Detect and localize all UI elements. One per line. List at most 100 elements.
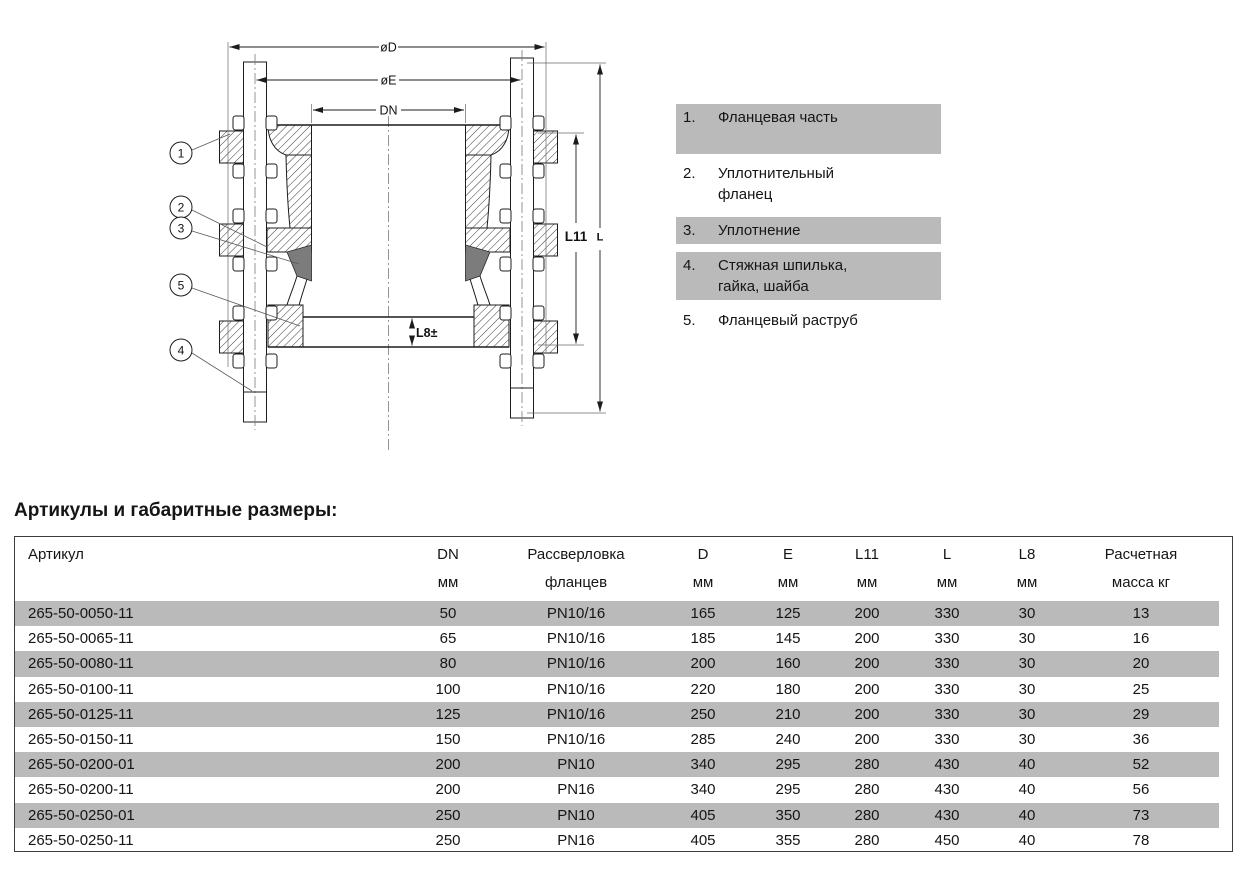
callout-1-number: 1 [178,147,185,161]
table-cell: 145 [775,630,801,648]
table-cell: 13 [1132,605,1150,622]
table-cell: 295 [775,756,801,774]
column-header-3: Рассверловка фланцев [527,546,625,591]
table-cell: 330 [934,605,960,622]
table-cell: 25 [1132,680,1150,698]
dim-label-l8: L8± [416,326,438,340]
dimension-l: L [527,62,606,414]
legend-item-5: 5. Фланцевый раструб [676,307,941,334]
table-cell: 280 [854,806,880,824]
column-header-2: DN мм [437,546,459,591]
table-row-10: 265-50-0250-11 250 PN16 405 355 280 450 40 78 [15,828,1219,853]
table-cell: 430 [934,806,960,824]
table-cell: PN10 [557,756,595,774]
table-cell: 200 [435,756,461,774]
legend-item-2: 2. Уплотнительный фланец [676,160,941,208]
table-cell: 30 [1018,605,1036,622]
table-cell: 200 [854,605,880,622]
table-cell: 56 [1132,781,1150,799]
legend-item-3: 3. Уплотнение [676,217,941,244]
table-cell: 350 [775,806,801,824]
table-row-1: 265-50-0050-11 50 PN10/16 165 125 200 330 30 13 [15,601,1219,627]
dim-label-l11: L11 [565,229,588,244]
callout-3-number: 3 [178,222,185,236]
table-cell: 52 [1132,756,1150,774]
table-cell: 29 [1132,705,1150,723]
table-cell: PN10/16 [546,730,606,748]
table-row-4: 265-50-0100-11 100 PN10/16 220 180 200 330 30 25 [15,677,1219,702]
callout-5-number: 5 [178,279,185,293]
legend-item-number: 2. [683,165,696,182]
table-cell: 405 [690,831,716,849]
socket-bell [267,275,510,348]
dimension-dn: DN [311,104,466,123]
callout-4-circle [169,338,193,362]
flange-part [267,124,510,229]
dimension-l11: L11 [538,132,588,346]
table-cell: 40 [1018,831,1036,849]
table-cell: 30 [1018,705,1036,723]
tie-stud-left [243,54,267,430]
table-cell: 265-50-0200-01 [28,756,135,774]
table-cell: PN10 [557,806,595,824]
legend: 1. Фланцевая часть 2. Уплотнительный фланец… [676,104,941,341]
column-header-9: Расчетная масса кг [1104,546,1178,591]
column-header-6: L11 мм [855,546,879,591]
table-cell: 285 [690,730,716,748]
table-cell: 265-50-0200-11 [28,781,134,799]
table-cell: 65 [439,630,457,648]
table-cell: 280 [854,831,880,849]
table-cell: 30 [1018,680,1036,698]
legend-item-4: 4. Стяжная шпилька, гайка, шайба [676,252,941,300]
table-cell: PN10/16 [546,630,606,648]
dimension-l8: L8± [409,318,438,346]
legend-item-label: Уплотнение [718,222,801,239]
table-cell: 125 [435,705,461,723]
callouts: 1 2 3 5 4 [169,133,301,392]
table-cell: 36 [1132,730,1150,748]
table-cell: PN16 [557,831,595,849]
table-cell: 200 [854,680,880,698]
table-cell: 210 [775,705,801,723]
seal [286,244,491,282]
table-cell: 125 [775,605,801,622]
table-cell: PN10/16 [546,680,606,698]
table-cell: 200 [854,655,880,673]
table-cell: 265-50-0125-11 [28,705,134,723]
table-cell: 330 [934,630,960,648]
table-cell: 355 [775,831,801,849]
legend-item-number: 4. [683,257,696,274]
legend-item-1: 1. Фланцевая часть [676,104,941,154]
table-cell: 200 [690,655,716,673]
legend-item-number: 1. [683,109,696,126]
table-cell: 73 [1132,806,1150,824]
table-cell: 30 [1018,655,1036,673]
tie-stud-right [510,50,534,426]
table-cell: 265-50-0250-01 [28,806,135,824]
callout-3-circle [169,216,193,240]
dimension-od: øD [227,41,547,367]
table-cell: 450 [934,831,960,849]
dim-label-l: L [597,232,604,244]
table-cell: 265-50-0100-11 [28,680,134,698]
column-header-1: Артикул [28,546,84,563]
dimension-oe: øE [256,74,521,88]
legend-item-number: 5. [683,312,696,329]
table-row-6: 265-50-0150-11 150 PN10/16 285 240 200 330 30 36 [15,727,1219,752]
table-cell: 185 [690,630,716,648]
table-cell: 265-50-0150-11 [28,730,134,748]
table-cell: 330 [934,730,960,748]
table-cell: 280 [854,756,880,774]
table-cell: 295 [775,781,801,799]
legend-item-number: 3. [683,222,696,239]
callout-2-number: 2 [178,201,185,215]
table-cell: 180 [775,680,801,698]
table-cell: 40 [1018,781,1036,799]
table-cell: 265-50-0080-11 [28,655,134,673]
table-cell: 265-50-0250-11 [28,831,134,849]
table-cell: 430 [934,781,960,799]
table-cell: PN10/16 [546,705,606,723]
